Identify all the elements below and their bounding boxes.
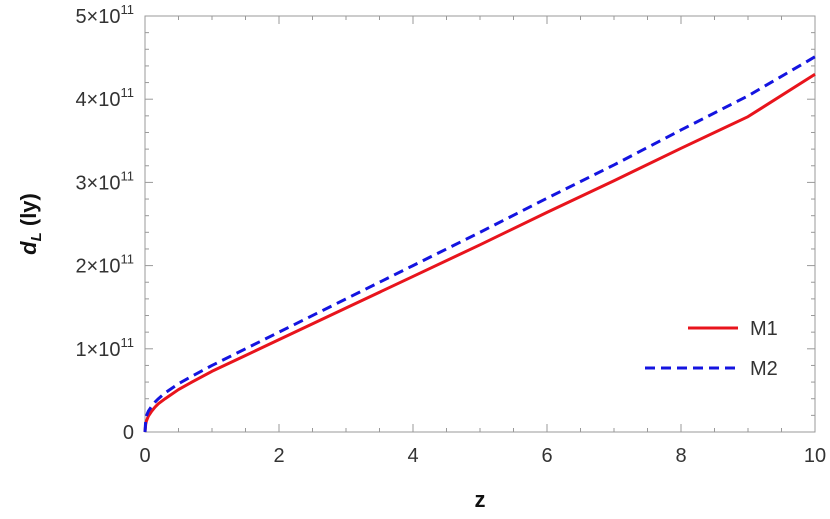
y-tick-labels: 0 1×1011 2×1011 3×1011 4×1011 5×1011	[75, 2, 134, 444]
tick-marks	[144, 15, 816, 433]
y-tick-label: 3×1011	[75, 168, 134, 194]
legend: M1 M2	[645, 318, 778, 380]
y-tick-label: 2×1011	[75, 252, 134, 278]
series-line-m1	[143, 72, 816, 433]
legend-label-m2: M2	[750, 358, 778, 380]
x-tick-label: 0	[139, 445, 150, 467]
x-tick-label: 8	[675, 445, 686, 467]
x-tick-labels: 0 2 4 6 8 10	[139, 445, 826, 467]
x-tick-label: 10	[804, 445, 826, 467]
y-tick-label: 5×1011	[75, 2, 134, 28]
y-axis-title: dL (ly)	[16, 193, 45, 255]
y-tick-label: 1×1011	[75, 335, 134, 361]
x-tick-label: 4	[407, 445, 418, 467]
x-tick-label: 2	[273, 445, 284, 467]
series-line-m2	[143, 55, 816, 433]
y-tick-label: 0	[123, 422, 134, 444]
y-tick-label: 4×1011	[75, 85, 134, 111]
legend-label-m1: M1	[750, 318, 778, 340]
plot-frame	[144, 15, 816, 433]
x-tick-label: 6	[541, 445, 552, 467]
x-axis-title: z	[475, 487, 486, 512]
series-lines	[143, 55, 816, 433]
